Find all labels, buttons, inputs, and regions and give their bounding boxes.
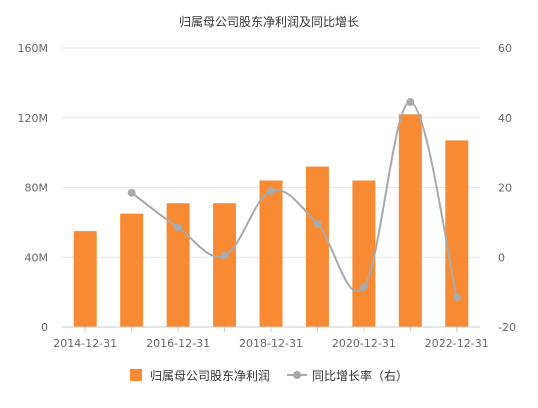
bar [398, 114, 422, 327]
y-left-tick-label: 0 [41, 321, 48, 334]
y-right-tick-label: 40 [498, 112, 512, 125]
bar [166, 203, 190, 327]
bar [352, 180, 376, 327]
legend-line-label: 同比增长率（右） [312, 368, 408, 383]
y-left-tick-label: 40M [25, 251, 49, 264]
x-tick-label: 2014-12-31 [53, 337, 117, 350]
line-series [127, 98, 461, 302]
bar [213, 203, 237, 327]
axes: 0 40M 80M 120M 160M -20 0 20 40 60 2014-12-31 2016-… [18, 42, 516, 350]
y-right-tick-label: 20 [498, 182, 512, 195]
y-left-tick-label: 160M [18, 42, 49, 55]
x-tick-label: 2018-12-31 [239, 337, 303, 350]
line-point [406, 98, 415, 107]
y-right-tick-label: 0 [498, 251, 505, 264]
line-point [267, 186, 275, 195]
legend: 归属母公司股东净利润 同比增长率（右） [130, 368, 408, 383]
line-point [220, 251, 229, 260]
line-point [127, 188, 136, 197]
chart-title: 归属母公司股东净利润及同比增长 [179, 15, 359, 29]
x-tick-label: 2020-12-31 [332, 337, 396, 350]
line-point [452, 293, 461, 302]
y-left-tick-label: 120M [18, 112, 49, 125]
bar [305, 166, 329, 327]
x-tick-label: 2022-12-31 [425, 337, 489, 350]
bar-series [73, 114, 469, 327]
x-tick-label: 2016-12-31 [146, 337, 210, 350]
y-right-tick-label: -20 [498, 321, 516, 334]
legend-line-marker [293, 371, 301, 379]
bar [445, 140, 469, 327]
legend-bar-label: 归属母公司股东净利润 [150, 369, 270, 383]
bar [73, 231, 97, 327]
bar [120, 213, 144, 327]
y-left-tick-label: 80M [25, 182, 49, 195]
line-point [359, 282, 368, 291]
line-point [313, 220, 322, 229]
y-right-tick-label: 60 [498, 42, 512, 55]
line-point [174, 223, 183, 232]
bar [259, 180, 283, 327]
legend-bar-swatch [130, 369, 142, 381]
